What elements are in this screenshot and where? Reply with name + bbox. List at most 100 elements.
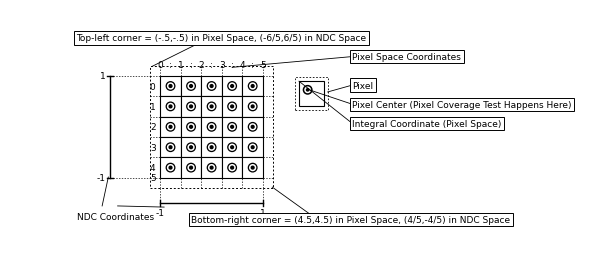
Text: 5: 5 (150, 174, 155, 183)
Circle shape (169, 85, 172, 88)
Text: Integral Coordinate (Pixel Space): Integral Coordinate (Pixel Space) (352, 120, 502, 129)
Text: Pixel: Pixel (352, 81, 374, 90)
Text: NDC Coordinates: NDC Coordinates (77, 212, 154, 221)
Circle shape (231, 85, 233, 88)
Circle shape (248, 103, 257, 111)
Text: 1: 1 (150, 103, 155, 112)
Circle shape (248, 123, 257, 132)
Circle shape (250, 145, 256, 151)
Circle shape (187, 123, 196, 132)
Text: Pixel Space Coordinates: Pixel Space Coordinates (352, 53, 461, 62)
Text: 2: 2 (150, 123, 155, 132)
Circle shape (305, 88, 310, 93)
Circle shape (228, 103, 236, 111)
Circle shape (190, 106, 193, 108)
Circle shape (190, 126, 193, 129)
Circle shape (210, 106, 213, 108)
Circle shape (250, 104, 256, 110)
Circle shape (248, 144, 257, 152)
Circle shape (167, 84, 173, 90)
Circle shape (208, 144, 216, 152)
Circle shape (307, 89, 309, 92)
Text: 3: 3 (150, 143, 155, 152)
Text: -1: -1 (156, 208, 165, 217)
Bar (160, 158, 181, 178)
Circle shape (209, 145, 215, 151)
Circle shape (250, 165, 256, 171)
Text: :: : (251, 61, 254, 70)
Bar (160, 117, 181, 137)
Circle shape (167, 104, 173, 110)
Bar (160, 76, 181, 97)
Circle shape (231, 146, 233, 149)
Circle shape (209, 165, 215, 171)
Circle shape (166, 103, 175, 111)
Bar (150, 67, 273, 188)
Circle shape (167, 165, 173, 171)
Circle shape (188, 145, 194, 151)
Bar (222, 137, 242, 158)
Circle shape (251, 126, 254, 129)
Circle shape (209, 84, 215, 90)
Circle shape (209, 104, 215, 110)
Text: Bottom-right corner = (4.5,4.5) in Pixel Space, (4/5,-4/5) in NDC Space: Bottom-right corner = (4.5,4.5) in Pixel… (191, 215, 511, 224)
Circle shape (229, 165, 235, 171)
Circle shape (166, 83, 175, 91)
Circle shape (304, 86, 312, 95)
Circle shape (209, 124, 215, 130)
Circle shape (188, 104, 194, 110)
Bar (222, 76, 242, 97)
Circle shape (188, 124, 194, 130)
Circle shape (231, 126, 233, 129)
Circle shape (187, 164, 196, 172)
Circle shape (208, 103, 216, 111)
Text: 0: 0 (150, 82, 155, 91)
Circle shape (188, 84, 194, 90)
Bar (181, 97, 202, 117)
Circle shape (169, 146, 172, 149)
Text: :: : (169, 61, 172, 70)
Circle shape (250, 84, 256, 90)
Circle shape (187, 103, 196, 111)
Circle shape (229, 124, 235, 130)
Circle shape (169, 126, 172, 129)
Circle shape (248, 83, 257, 91)
Bar (242, 76, 263, 97)
Bar (202, 117, 222, 137)
Circle shape (229, 84, 235, 90)
Circle shape (228, 123, 236, 132)
Circle shape (250, 124, 256, 130)
Text: 1: 1 (178, 61, 184, 70)
Circle shape (167, 145, 173, 151)
Text: 3: 3 (219, 61, 225, 70)
Bar (181, 137, 202, 158)
Bar (299, 82, 324, 106)
Text: Top-left corner = (-.5,-.5) in Pixel Space, (-6/5,6/5) in NDC Space: Top-left corner = (-.5,-.5) in Pixel Spa… (77, 34, 367, 43)
Circle shape (210, 146, 213, 149)
Text: 1: 1 (100, 72, 105, 81)
Bar (242, 137, 263, 158)
Text: 5: 5 (260, 61, 266, 70)
Circle shape (187, 144, 196, 152)
Text: :: : (230, 61, 233, 70)
Bar (202, 158, 222, 178)
Bar (181, 158, 202, 178)
Circle shape (231, 106, 233, 108)
Bar (202, 137, 222, 158)
Bar (242, 97, 263, 117)
Text: 4: 4 (239, 61, 245, 70)
Text: 1: 1 (260, 208, 266, 217)
Circle shape (169, 106, 172, 108)
Text: :: : (190, 61, 193, 70)
Circle shape (166, 144, 175, 152)
Circle shape (248, 164, 257, 172)
Bar (160, 97, 181, 117)
Bar (222, 97, 242, 117)
Circle shape (210, 126, 213, 129)
Circle shape (208, 164, 216, 172)
Circle shape (188, 165, 194, 171)
Circle shape (190, 167, 193, 169)
Bar (202, 97, 222, 117)
Circle shape (251, 85, 254, 88)
Circle shape (166, 123, 175, 132)
